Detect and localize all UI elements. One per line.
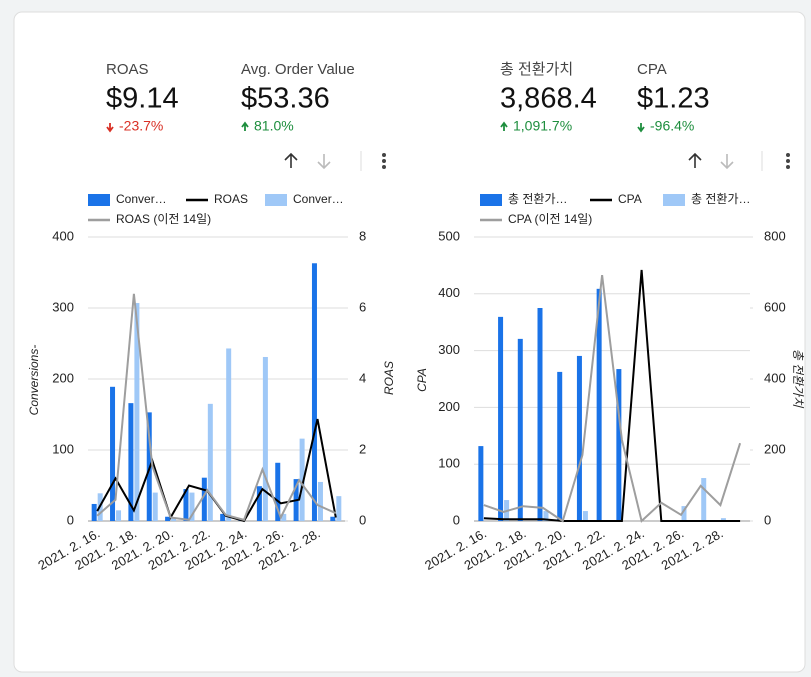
bar	[311, 263, 317, 521]
bar	[152, 492, 158, 521]
bar	[701, 478, 707, 521]
scorecard-label: ROAS	[106, 61, 149, 78]
bar	[537, 308, 543, 521]
bar	[596, 288, 602, 521]
bar	[262, 356, 268, 521]
bar	[616, 369, 622, 521]
scorecard-change: -96.4%	[650, 118, 694, 134]
bar	[226, 348, 232, 521]
y-tick-label: 100	[438, 456, 460, 471]
bar	[165, 516, 171, 521]
trend-icon	[637, 123, 645, 133]
scorecard-change: 81.0%	[254, 118, 294, 134]
bar	[299, 438, 305, 521]
y2-tick-label: 200	[764, 441, 786, 456]
menu[interactable]	[382, 153, 790, 169]
legend-swatch	[480, 194, 502, 206]
bar	[91, 503, 97, 521]
y-axis-title: CPA	[415, 368, 429, 392]
bar	[116, 510, 122, 521]
legend-label: ROAS	[214, 192, 248, 206]
bar	[183, 489, 189, 521]
bar	[336, 496, 342, 521]
y2-tick-label: 0	[359, 512, 366, 527]
scorecard-value: $53.36	[241, 83, 330, 115]
trend-icon	[106, 123, 114, 133]
bar	[681, 506, 687, 521]
bar	[478, 446, 484, 521]
line	[483, 269, 741, 522]
y2-tick-label: 400	[764, 370, 786, 385]
bar	[720, 518, 726, 521]
y2-tick-label: 800	[764, 228, 786, 243]
legend-label: Conver…	[116, 192, 167, 206]
trend-icon	[241, 121, 249, 131]
y-axis-title: Conversions-	[27, 345, 41, 416]
legend-label: 총 전환가…	[691, 192, 751, 206]
legend-label: CPA (이전 14일)	[508, 212, 592, 226]
bar	[207, 403, 213, 521]
scorecard-change: -23.7%	[119, 118, 163, 134]
bar	[517, 338, 523, 521]
y-tick-label: 200	[52, 370, 74, 385]
bar	[128, 403, 134, 521]
bar	[256, 486, 262, 521]
bar	[582, 511, 588, 521]
bar	[275, 462, 281, 521]
legend-label: 총 전환가…	[508, 192, 568, 206]
line	[96, 293, 337, 522]
bar	[171, 517, 177, 521]
y-tick-label: 0	[67, 512, 74, 527]
y-tick-label: 200	[438, 399, 460, 414]
divider	[360, 151, 763, 171]
sort-down[interactable]	[317, 154, 734, 170]
bar	[576, 355, 582, 521]
bar	[201, 477, 207, 521]
y2-axis-title: ROAS	[382, 361, 396, 395]
bar	[330, 516, 336, 521]
scorecard-value: $9.14	[106, 83, 179, 115]
y2-tick-label: 600	[764, 299, 786, 314]
line	[483, 274, 742, 523]
y-tick-label: 100	[52, 441, 74, 456]
y-tick-label: 400	[52, 228, 74, 243]
y2-axis-title: 총 전환가치	[791, 349, 805, 408]
scorecard-label: 총 전환가치	[500, 61, 573, 78]
scorecard-label: Avg. Order Value	[241, 61, 355, 78]
bar	[220, 513, 226, 521]
y2-tick-label: 8	[359, 228, 366, 243]
y-tick-label: 400	[438, 285, 460, 300]
y2-tick-label: 4	[359, 370, 366, 385]
y-tick-label: 300	[438, 342, 460, 357]
bar	[281, 513, 287, 521]
legend-label: CPA	[618, 192, 642, 206]
bar	[498, 316, 504, 521]
bar	[557, 371, 563, 521]
scorecard-change: 1,091.7%	[513, 118, 572, 134]
trend-icon	[500, 121, 508, 131]
y-tick-label: 500	[438, 228, 460, 243]
bar	[134, 303, 140, 521]
scorecard-label: CPA	[637, 61, 667, 78]
y-tick-label: 300	[52, 299, 74, 314]
legend-swatch	[663, 194, 685, 206]
bar	[110, 386, 116, 521]
scorecard-value: $1.23	[637, 83, 710, 115]
y2-tick-label: 6	[359, 299, 366, 314]
bar	[543, 511, 549, 521]
scorecard-value: 3,868.4	[500, 83, 597, 115]
sort-up[interactable]	[284, 152, 702, 168]
legend-swatch	[88, 194, 110, 206]
y2-tick-label: 2	[359, 441, 366, 456]
bar	[317, 481, 323, 521]
y2-tick-label: 0	[764, 512, 771, 527]
legend-label: ROAS (이전 14일)	[116, 212, 211, 226]
legend-swatch	[265, 194, 287, 206]
legend-label: Conver…	[293, 192, 344, 206]
bar	[189, 492, 195, 521]
y-tick-label: 0	[453, 512, 460, 527]
